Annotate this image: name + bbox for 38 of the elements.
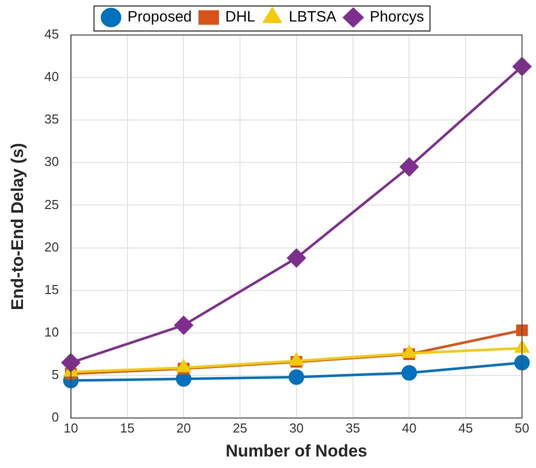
y-tick-label: 5	[52, 367, 59, 382]
y-tick-label: 25	[44, 196, 59, 212]
point	[287, 248, 306, 268]
y-tick-label: 30	[44, 154, 59, 170]
legend-label: DHL	[225, 8, 256, 26]
x-tick-label: 25	[232, 420, 248, 436]
point	[512, 57, 532, 76]
legend-label: Proposed	[128, 8, 192, 26]
x-tick-label: 20	[176, 420, 191, 436]
point	[516, 324, 528, 336]
point	[176, 360, 191, 372]
y-tick-label: 35	[44, 112, 59, 127]
y-tick-label: 20	[44, 239, 59, 254]
point	[515, 340, 529, 353]
x-tick-label: 45	[458, 420, 473, 436]
y-tick-label: 15	[44, 282, 59, 297]
x-tick-label: 40	[402, 420, 416, 436]
x-tick-label: 30	[289, 420, 304, 436]
point	[400, 158, 418, 176]
point	[514, 354, 530, 370]
legend-label: LBTSA	[288, 8, 336, 26]
point	[402, 346, 416, 358]
y-tick-label: 0	[52, 410, 59, 425]
y-tick-label: 10	[44, 324, 59, 340]
x-tick-label: 10	[64, 420, 78, 436]
y-tick-label: 40	[44, 69, 59, 84]
point	[288, 369, 304, 385]
x-tick-label: 50	[514, 420, 530, 436]
point	[62, 353, 80, 372]
point	[401, 365, 417, 381]
point	[174, 316, 193, 334]
y-axis-title: End-to-End Delay (s)	[8, 142, 27, 310]
x-tick-label: 15	[120, 420, 134, 436]
legend-label: Phorcys	[370, 8, 424, 26]
y-tick-label: 45	[44, 26, 59, 42]
point	[290, 353, 304, 366]
x-tick-label: 35	[346, 420, 360, 436]
x-axis-title: Number of Nodes	[226, 441, 368, 460]
